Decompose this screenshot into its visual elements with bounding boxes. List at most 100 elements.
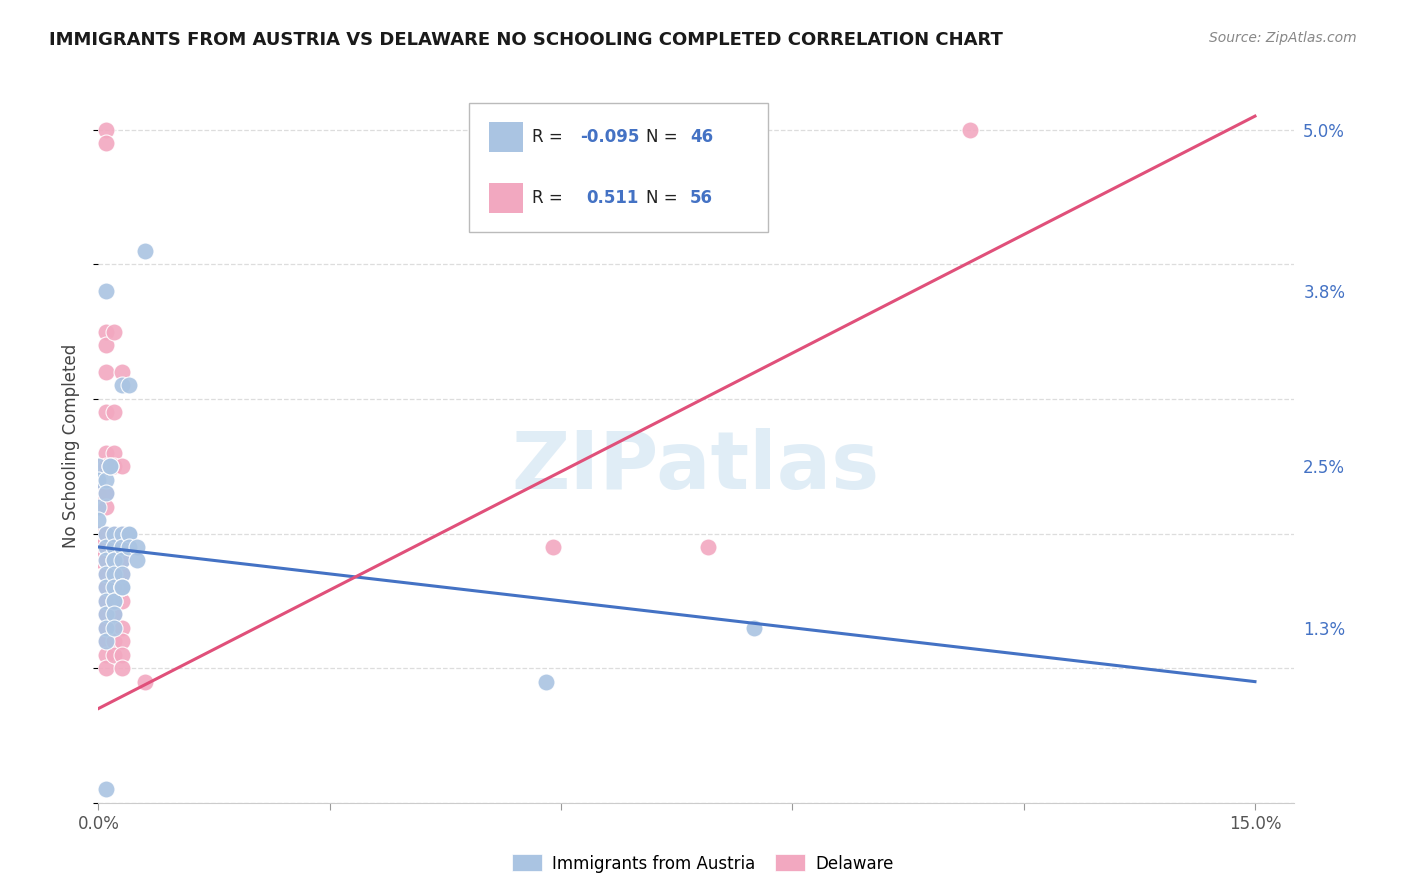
Point <box>94 540 117 554</box>
Text: ZIPatlas: ZIPatlas <box>512 428 880 507</box>
Point <box>103 566 125 581</box>
Point <box>103 594 125 608</box>
Point <box>103 648 125 662</box>
Point <box>94 782 117 797</box>
Point <box>110 459 132 474</box>
Point <box>118 526 141 541</box>
Point <box>94 486 117 500</box>
FancyBboxPatch shape <box>470 103 768 232</box>
Point <box>94 526 117 541</box>
Point <box>87 500 110 514</box>
Point <box>118 526 141 541</box>
Point <box>103 553 125 567</box>
Point <box>110 553 132 567</box>
Point <box>103 459 125 474</box>
Point <box>110 365 132 379</box>
Point <box>103 621 125 635</box>
Point <box>103 325 125 339</box>
Point <box>94 500 117 514</box>
Point <box>110 634 132 648</box>
Point <box>534 674 557 689</box>
Y-axis label: No Schooling Completed: No Schooling Completed <box>62 344 80 548</box>
Point <box>959 122 981 136</box>
Text: 56: 56 <box>690 189 713 207</box>
Point <box>103 540 125 554</box>
Point <box>103 594 125 608</box>
Point <box>94 553 117 567</box>
Point <box>94 607 117 622</box>
Point <box>696 540 718 554</box>
Point <box>118 378 141 392</box>
Point <box>87 459 110 474</box>
Point <box>94 473 117 487</box>
Text: Source: ZipAtlas.com: Source: ZipAtlas.com <box>1209 31 1357 45</box>
Text: R =: R = <box>533 128 568 146</box>
Point <box>87 459 110 474</box>
Point <box>94 648 117 662</box>
Point <box>94 580 117 594</box>
Text: 46: 46 <box>690 128 713 146</box>
Point <box>110 553 132 567</box>
Point <box>94 284 117 298</box>
Point <box>87 473 110 487</box>
Point <box>125 553 148 567</box>
Point <box>94 594 117 608</box>
Point <box>94 634 117 648</box>
Bar <box>489 122 523 153</box>
Text: N =: N = <box>645 128 683 146</box>
Point <box>94 580 117 594</box>
Point <box>103 607 125 622</box>
Point <box>94 325 117 339</box>
Point <box>110 378 132 392</box>
Point <box>103 566 125 581</box>
Point <box>98 459 121 474</box>
Point <box>94 365 117 379</box>
Point <box>94 607 117 622</box>
Point <box>94 122 117 136</box>
Point <box>94 621 117 635</box>
Point <box>110 594 132 608</box>
Point <box>87 540 110 554</box>
Point <box>103 580 125 594</box>
Point <box>110 580 132 594</box>
Point <box>110 540 132 554</box>
Bar <box>489 183 523 213</box>
Point <box>103 540 125 554</box>
Point <box>543 540 565 554</box>
Point <box>94 136 117 150</box>
Point <box>94 634 117 648</box>
Point <box>118 540 141 554</box>
Point <box>742 621 765 635</box>
Point <box>94 553 117 567</box>
Point <box>87 513 110 527</box>
Point <box>87 526 110 541</box>
Point <box>103 553 125 567</box>
Point <box>94 566 117 581</box>
Point <box>94 338 117 352</box>
Point <box>94 446 117 460</box>
Point <box>110 661 132 675</box>
Point <box>110 526 132 541</box>
Point <box>110 648 132 662</box>
Point <box>110 566 132 581</box>
Point <box>110 526 132 541</box>
Point <box>103 446 125 460</box>
Point <box>98 459 121 474</box>
Point <box>94 459 117 474</box>
Point <box>110 580 132 594</box>
Point <box>110 580 132 594</box>
Text: -0.095: -0.095 <box>581 128 640 146</box>
Text: 0.511: 0.511 <box>586 189 638 207</box>
Text: R =: R = <box>533 189 568 207</box>
Point <box>103 580 125 594</box>
Point <box>103 607 125 622</box>
Point <box>125 540 148 554</box>
Point <box>94 486 117 500</box>
Point <box>94 405 117 419</box>
Point <box>103 621 125 635</box>
Point <box>103 405 125 419</box>
Point <box>94 621 117 635</box>
Point <box>134 674 156 689</box>
Point <box>103 553 125 567</box>
Point <box>103 594 125 608</box>
